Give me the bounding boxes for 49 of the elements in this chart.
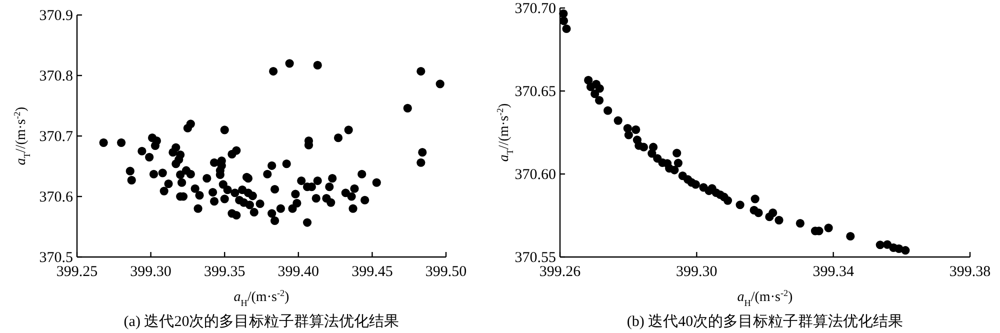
x-axis-title: a$_{H}$/(m·s$^{-2}$)	[234, 288, 290, 308]
point	[723, 196, 732, 205]
point	[672, 148, 682, 158]
point	[774, 216, 784, 224]
point	[846, 232, 855, 241]
y-tick-label: 370.9	[39, 8, 73, 24]
point	[648, 149, 656, 158]
x-axis-title: a$_{H}$/(m·s$^{-2}$)	[737, 288, 794, 308]
point	[750, 194, 760, 204]
point	[736, 200, 744, 210]
point	[768, 208, 778, 218]
y-tick-label: 370.70	[514, 1, 556, 17]
y-tick-label: 370.5	[39, 250, 73, 266]
point	[562, 24, 571, 34]
y-tick-label: 370.55	[514, 250, 556, 266]
x-tick-label: 399.45	[352, 264, 393, 280]
point	[754, 208, 763, 218]
text: (a) 迭代20次的多目标粒子群算法优化结果	[124, 313, 400, 330]
point	[584, 76, 593, 85]
x-tick-label: 399.30	[676, 264, 718, 280]
point	[674, 158, 683, 168]
point	[670, 166, 679, 174]
point	[595, 84, 604, 93]
y-tick-label: 370.7	[39, 129, 74, 145]
text: (b) 迭代40次的多目标粒子群算法优化结果	[626, 313, 904, 330]
point	[901, 246, 910, 255]
y-tick-label: 370.6	[39, 190, 74, 206]
point	[624, 130, 633, 140]
x-tick-label: 399.38	[949, 264, 991, 280]
x-tick-label: 399.34	[812, 264, 854, 280]
point	[604, 106, 612, 115]
x-tick-label: 399.25	[56, 264, 98, 280]
point	[796, 219, 804, 228]
point	[824, 224, 833, 232]
y-tick-label: 370.8	[39, 68, 73, 84]
x-tick-label: 399.26	[539, 264, 582, 280]
x-tick-label: 399.30	[130, 264, 172, 280]
x-tick-label: 399.35	[204, 264, 246, 280]
x-tick-label: 399.50	[425, 264, 467, 280]
point	[876, 240, 884, 250]
point	[639, 142, 648, 152]
point	[632, 125, 640, 134]
point	[614, 116, 622, 125]
x-tick-label: 399.40	[278, 264, 320, 280]
point	[691, 180, 700, 189]
point	[559, 16, 568, 26]
y-tick-label: 370.60	[514, 167, 556, 183]
point	[594, 96, 604, 105]
y-tick-label: 370.65	[514, 84, 556, 100]
